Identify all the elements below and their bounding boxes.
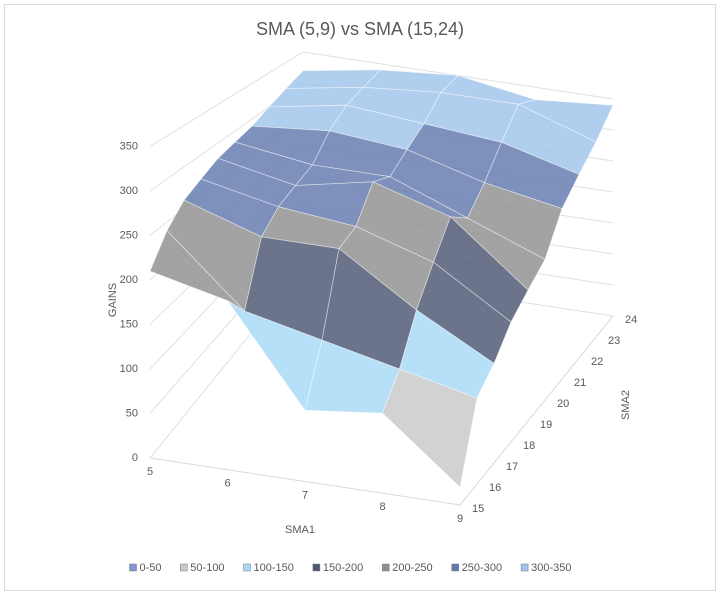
legend-label: 250-300 xyxy=(462,562,502,574)
y-tick-label: 23 xyxy=(608,335,620,347)
chart-title: SMA (5,9) vs SMA (15,24) xyxy=(256,19,464,39)
legend-swatch xyxy=(382,563,390,572)
x-tick-label: 6 xyxy=(224,478,230,490)
z-tick-label: 350 xyxy=(120,140,138,152)
z-tick-label: 50 xyxy=(126,407,138,419)
grid-line xyxy=(149,51,614,147)
z-tick-label: 100 xyxy=(120,363,138,375)
y-tick-label: 21 xyxy=(574,377,586,389)
legend-swatch xyxy=(520,563,529,572)
x-tick-label: 8 xyxy=(379,501,385,513)
x-axis-title: SMA1 xyxy=(285,524,315,536)
z-axis-title: GAINS xyxy=(107,283,119,317)
legend: 0-50 50-100 100-150 150-200 200-250 250-300 30… xyxy=(129,562,571,574)
floor-edge xyxy=(149,315,614,506)
x-tick-label: 7 xyxy=(302,489,308,501)
x-tick-label: 9 xyxy=(457,513,463,525)
z-tick-label: 0 xyxy=(132,452,138,464)
legend-swatch xyxy=(129,563,137,572)
z-tick-label: 300 xyxy=(120,185,138,197)
legend-swatch xyxy=(312,563,321,572)
y-tick-label: 19 xyxy=(540,419,552,431)
y-tick-label: 17 xyxy=(506,461,518,473)
y-tick-label: 22 xyxy=(591,356,603,368)
legend-label: 150-200 xyxy=(323,562,363,574)
legend-swatch xyxy=(243,563,251,572)
legend-swatch xyxy=(180,563,188,572)
z-tick-label: 150 xyxy=(120,318,138,330)
y-tick-label: 15 xyxy=(472,503,484,515)
y-tick-label: 24 xyxy=(625,314,637,326)
legend-label: 0-50 xyxy=(140,562,162,574)
legend-label: 50-100 xyxy=(190,562,224,574)
y-tick-label: 20 xyxy=(557,398,569,410)
y-tick-label: 18 xyxy=(523,440,535,452)
surface-patch xyxy=(382,368,478,488)
y-tick-label: 16 xyxy=(489,482,501,494)
legend-swatch xyxy=(451,563,459,572)
legend-label: 100-150 xyxy=(254,562,294,574)
legend-label: 300-350 xyxy=(531,562,571,574)
z-tick-label: 250 xyxy=(120,229,138,241)
y-axis-title: SMA2 xyxy=(620,390,632,420)
legend-label: 200-250 xyxy=(392,562,432,574)
x-tick-label: 5 xyxy=(147,466,153,478)
z-tick-label: 200 xyxy=(120,274,138,286)
